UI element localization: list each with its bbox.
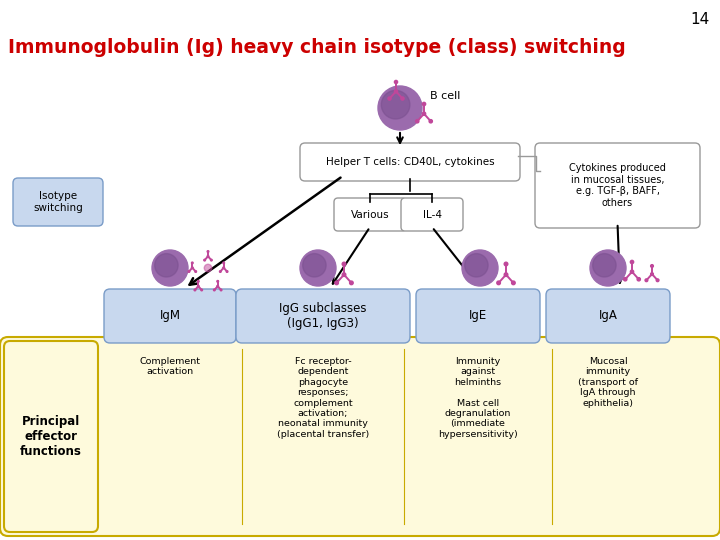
Circle shape — [429, 119, 433, 123]
Circle shape — [194, 289, 196, 291]
Circle shape — [651, 265, 653, 267]
Circle shape — [155, 254, 178, 277]
Text: Principal
effector
functions: Principal effector functions — [20, 415, 82, 458]
Circle shape — [423, 112, 426, 116]
Circle shape — [302, 254, 326, 277]
Circle shape — [382, 90, 410, 119]
Circle shape — [188, 271, 190, 272]
Text: Cytokines produced
in mucosal tissues,
e.g. TGF-β, BAFF,
others: Cytokines produced in mucosal tissues, e… — [569, 163, 666, 208]
Circle shape — [651, 273, 653, 275]
FancyBboxPatch shape — [236, 289, 410, 343]
Circle shape — [214, 289, 215, 291]
Circle shape — [195, 271, 197, 272]
Text: Immunoglobulin (Ig) heavy chain isotype (class) switching: Immunoglobulin (Ig) heavy chain isotype … — [8, 38, 626, 57]
Circle shape — [226, 271, 228, 272]
Text: Mucosal
immunity
(transport of
IgA through
ephithelia): Mucosal immunity (transport of IgA throu… — [578, 357, 638, 408]
Circle shape — [624, 278, 627, 281]
Circle shape — [656, 279, 659, 282]
Circle shape — [645, 279, 648, 282]
FancyBboxPatch shape — [0, 337, 720, 536]
FancyBboxPatch shape — [104, 289, 236, 343]
Text: Various: Various — [351, 210, 390, 219]
Circle shape — [335, 281, 338, 285]
Circle shape — [388, 97, 391, 100]
FancyBboxPatch shape — [416, 289, 540, 343]
Circle shape — [423, 103, 426, 106]
Circle shape — [401, 97, 404, 100]
Circle shape — [152, 250, 188, 286]
FancyBboxPatch shape — [401, 198, 463, 231]
FancyBboxPatch shape — [13, 178, 103, 226]
FancyBboxPatch shape — [4, 341, 98, 532]
Circle shape — [207, 255, 209, 257]
Circle shape — [593, 254, 616, 277]
Text: IgA: IgA — [598, 309, 618, 322]
Text: B cell: B cell — [430, 91, 460, 101]
Circle shape — [217, 280, 219, 282]
Circle shape — [197, 280, 199, 282]
Circle shape — [192, 262, 193, 264]
FancyBboxPatch shape — [334, 198, 406, 231]
Circle shape — [378, 86, 422, 130]
Circle shape — [415, 119, 419, 123]
Circle shape — [210, 259, 212, 261]
Circle shape — [204, 264, 212, 272]
FancyBboxPatch shape — [300, 143, 520, 181]
Circle shape — [395, 80, 397, 84]
FancyBboxPatch shape — [535, 143, 700, 228]
Text: Fc receptor-
dependent
phagocyte
responses;
complement
activation;
neonatal immu: Fc receptor- dependent phagocyte respons… — [277, 357, 369, 439]
Text: Complement
activation: Complement activation — [140, 357, 200, 376]
Circle shape — [300, 250, 336, 286]
Circle shape — [637, 278, 640, 281]
Circle shape — [207, 251, 209, 252]
Circle shape — [464, 254, 488, 277]
Circle shape — [590, 250, 626, 286]
Text: Isotype
switching: Isotype switching — [33, 191, 83, 213]
Text: Immunity
against
helminths

Mast cell
degranulation
(immediate
hypersensitivity): Immunity against helminths Mast cell deg… — [438, 357, 518, 439]
Text: IgG subclasses
(IgG1, IgG3): IgG subclasses (IgG1, IgG3) — [279, 302, 366, 330]
Text: IL-4: IL-4 — [423, 210, 441, 219]
Circle shape — [197, 286, 199, 287]
Circle shape — [223, 262, 225, 264]
Circle shape — [512, 281, 516, 285]
Circle shape — [342, 273, 346, 276]
Circle shape — [204, 259, 205, 261]
Circle shape — [201, 289, 202, 291]
Circle shape — [217, 286, 219, 287]
Circle shape — [192, 267, 193, 268]
Circle shape — [223, 267, 225, 268]
Text: 14: 14 — [690, 12, 710, 27]
Circle shape — [497, 281, 500, 285]
Circle shape — [342, 262, 346, 266]
Circle shape — [630, 270, 634, 273]
Circle shape — [350, 281, 354, 285]
Circle shape — [395, 90, 397, 93]
Text: IgE: IgE — [469, 309, 487, 322]
Circle shape — [630, 260, 634, 264]
Circle shape — [220, 271, 221, 272]
Text: Helper T cells: CD40L, cytokines: Helper T cells: CD40L, cytokines — [325, 157, 495, 167]
FancyBboxPatch shape — [546, 289, 670, 343]
Circle shape — [504, 262, 508, 266]
Circle shape — [504, 273, 508, 276]
Circle shape — [462, 250, 498, 286]
Text: IgM: IgM — [160, 309, 181, 322]
Circle shape — [220, 289, 222, 291]
